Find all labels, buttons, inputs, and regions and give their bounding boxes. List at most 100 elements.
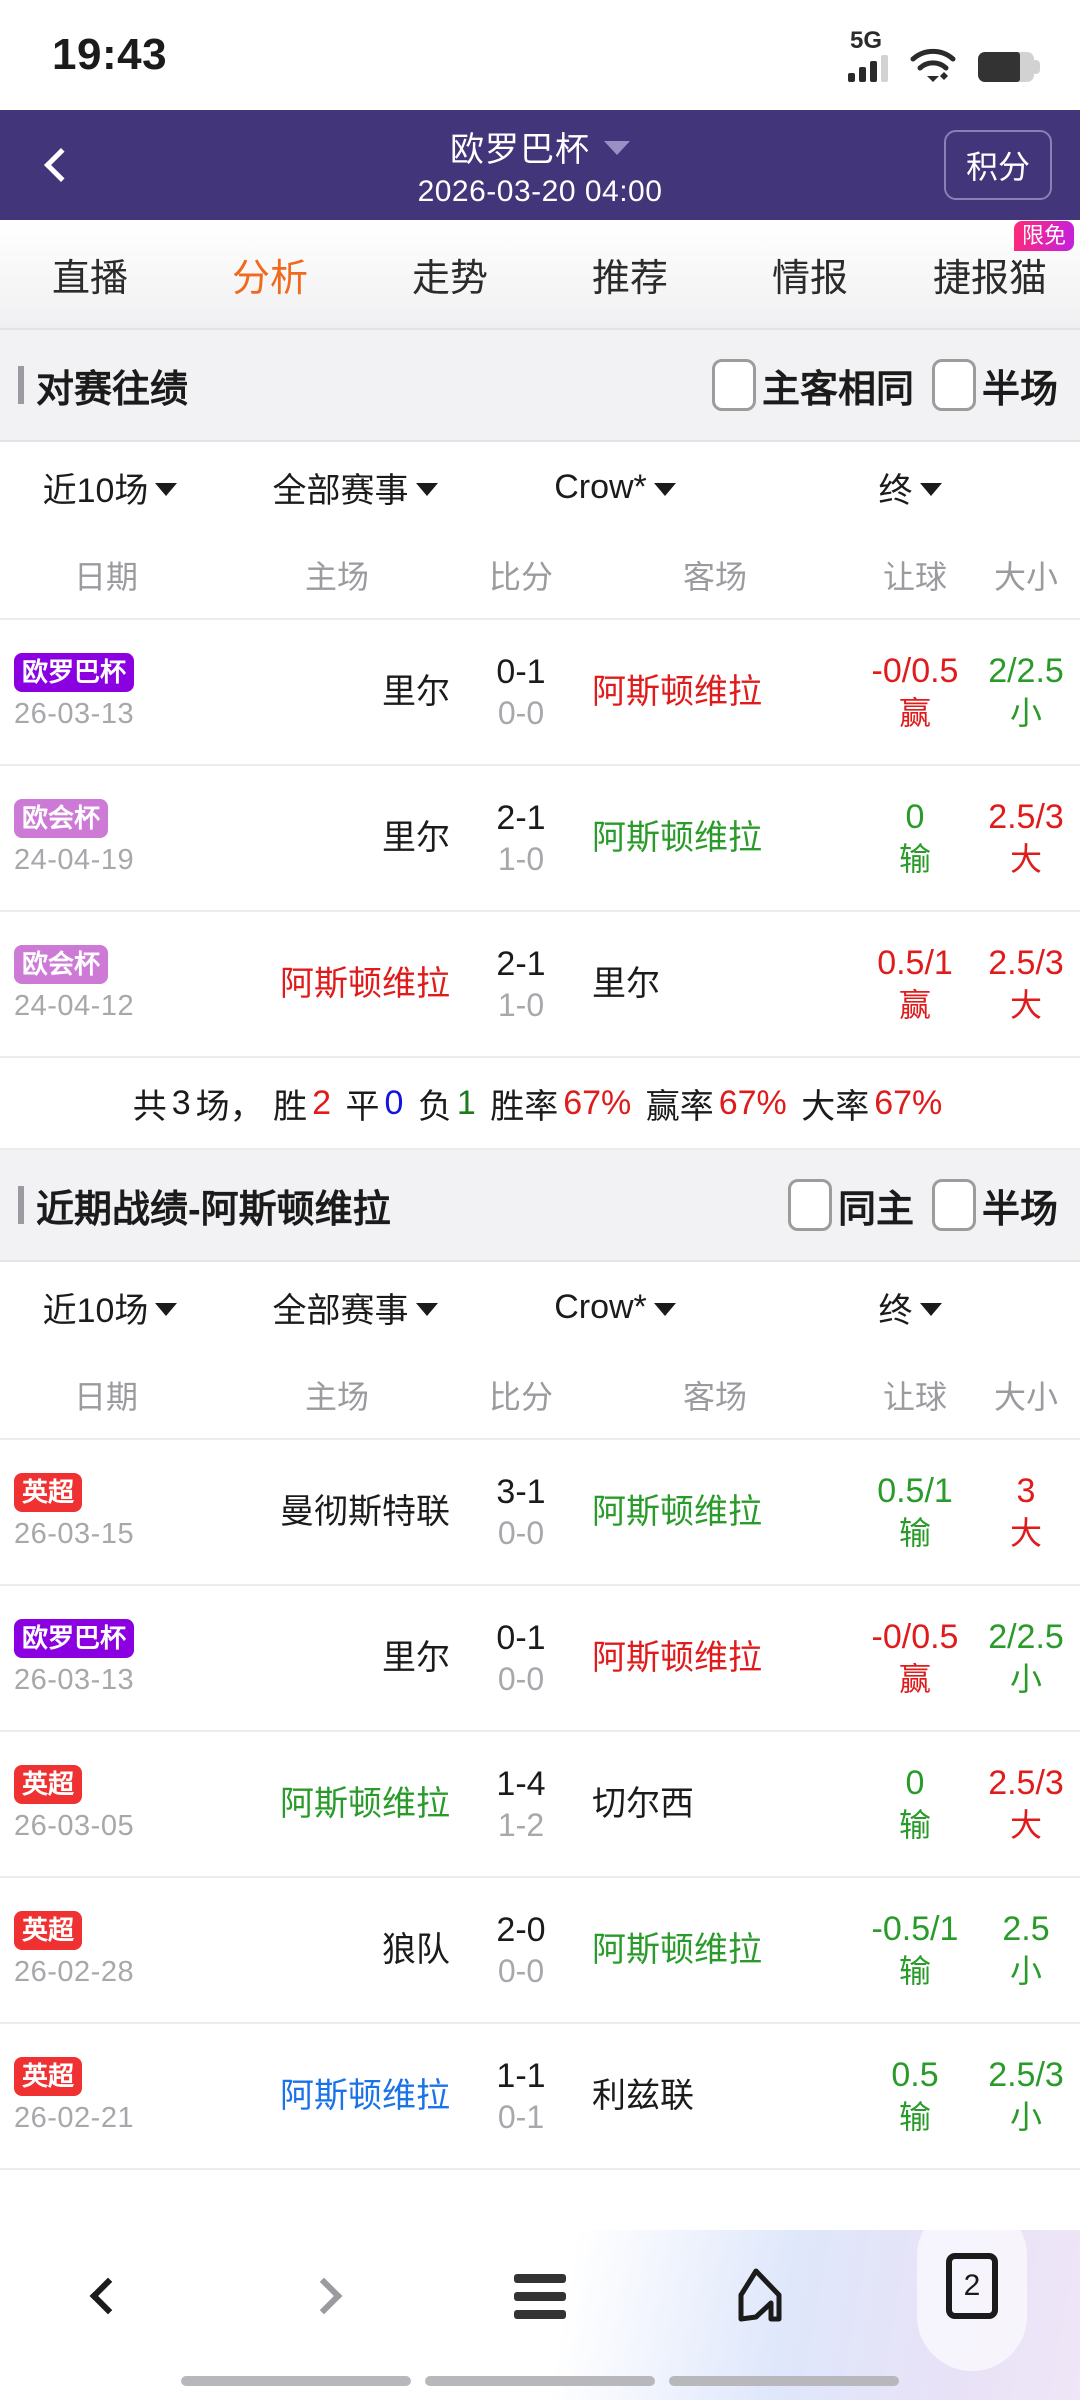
chevron-down-icon — [155, 483, 178, 496]
section-header-recent: 近期战绩-阿斯顿维拉 同主 半场 — [0, 1150, 1080, 1262]
cell-score: 1-4 1-2 — [462, 1763, 580, 1846]
header-title-row[interactable]: 欧罗巴杯 — [450, 122, 630, 171]
cell-overunder: 2.5/3 大 — [980, 941, 1080, 1027]
chevron-down-icon — [653, 483, 676, 496]
tab-live[interactable]: 直播 — [0, 247, 180, 302]
nav-home-button[interactable] — [648, 2259, 864, 2333]
league-badge: 英超 — [14, 2056, 83, 2097]
tab-bar: 直播 分析 走势 推荐 情报 捷报猫 限免 — [0, 220, 1080, 330]
table-row[interactable]: 欧罗巴杯 26-03-13 里尔 0-1 0-0 阿斯顿维拉 -0/0.5 赢 2/2.5 小 — [0, 620, 1080, 766]
summary-lose-label: 负 — [417, 1087, 452, 1126]
checkbox-halftime[interactable]: 半场 — [931, 358, 1058, 413]
table-row[interactable]: 英超 26-02-21 阿斯顿维拉 1-1 0-1 利兹联 0.5 输 2.5/3 小 — [0, 2024, 1080, 2170]
table-header-h2h: 日期 主场 比分 客场 让球 大小 — [0, 532, 1080, 620]
table-row[interactable]: 英超 26-02-28 狼队 2-0 0-0 阿斯顿维拉 -0.5/1 输 2.5 小 — [0, 1878, 1080, 2024]
cell-away-team: 切尔西 — [592, 1784, 694, 1823]
table-row[interactable]: 英超 26-03-05 阿斯顿维拉 1-4 1-2 切尔西 0 输 2.5/3 大 — [0, 1732, 1080, 1878]
cell-home-team: 狼队 — [382, 1930, 450, 1969]
menu-icon — [514, 2265, 566, 2328]
tab-jiebaomao[interactable]: 捷报猫 限免 — [900, 220, 1080, 302]
match-date: 24-04-19 — [14, 844, 135, 877]
checkbox-box[interactable] — [931, 359, 976, 411]
table-row[interactable]: 欧会杯 24-04-12 阿斯顿维拉 2-1 1-0 里尔 0.5/1 赢 2.5/3 大 — [0, 912, 1080, 1058]
cell-home-team: 阿斯顿维拉 — [280, 1784, 450, 1823]
handicap-line: 0 — [905, 798, 925, 837]
cell-date: 欧会杯 24-04-19 — [0, 798, 212, 878]
tab-label: 直播 — [51, 257, 128, 300]
tab-analysis[interactable]: 分析 — [180, 247, 360, 302]
summary-ourate-label: 大率 — [801, 1087, 870, 1126]
summary-total-unit: 场， — [195, 1087, 264, 1126]
cell-date: 欧会杯 24-04-12 — [0, 944, 212, 1024]
match-date: 24-04-12 — [14, 990, 135, 1023]
table-row[interactable]: 欧会杯 24-04-19 里尔 2-1 1-0 阿斯顿维拉 0 输 2.5/3 大 — [0, 766, 1080, 912]
cell-handicap: 0.5 输 — [850, 2053, 980, 2139]
tab-label: 推荐 — [591, 257, 668, 300]
table-row[interactable]: 英超 26-03-15 曼彻斯特联 3-1 0-0 阿斯顿维拉 0.5/1 输 3 大 — [0, 1440, 1080, 1586]
league-badge: 英超 — [14, 1910, 83, 1951]
handicap-result: 输 — [898, 2099, 931, 2136]
filter-match-count[interactable]: 近10场 — [0, 1283, 220, 1332]
back-icon — [89, 2277, 127, 2315]
filter-match-count[interactable]: 近10场 — [0, 463, 220, 512]
overunder-result: 大 — [1009, 841, 1042, 878]
league-badge: 欧会杯 — [14, 944, 109, 985]
nav-forward-button[interactable] — [216, 2277, 432, 2315]
browser-bottom-bar: 2 — [0, 2201, 1080, 2400]
checkbox-box[interactable] — [711, 359, 756, 411]
chevron-down-icon — [415, 1303, 438, 1316]
league-badge: 欧罗巴杯 — [14, 1618, 135, 1659]
score-half: 0-0 — [497, 695, 545, 732]
standings-button[interactable]: 积分 — [943, 130, 1052, 200]
cell-score: 2-0 0-0 — [462, 1909, 580, 1992]
handicap-result: 输 — [898, 1807, 931, 1844]
nav-menu-button[interactable] — [432, 2265, 648, 2328]
cell-date: 英超 26-02-28 — [0, 1910, 212, 1990]
filter-label: 全部赛事 — [272, 1291, 409, 1330]
section-title: 对赛往绩 — [36, 368, 189, 411]
filter-odds-stage[interactable]: 终 — [740, 463, 1080, 512]
handicap-line: 0.5/1 — [877, 1472, 953, 1511]
tab-intel[interactable]: 情报 — [720, 247, 900, 302]
match-date: 26-03-05 — [14, 1810, 135, 1843]
score-half: 1-0 — [497, 841, 545, 878]
table-body-recent: 英超 26-03-15 曼彻斯特联 3-1 0-0 阿斯顿维拉 0.5/1 输 3 大欧罗巴杯 26… — [0, 1440, 1080, 2170]
overunder-result: 小 — [1009, 2099, 1042, 2136]
filter-competition[interactable]: 全部赛事 — [220, 463, 490, 512]
filter-odds-stage[interactable]: 终 — [740, 1283, 1080, 1332]
cell-overunder: 2.5/3 小 — [980, 2053, 1080, 2139]
col-date: 日期 — [73, 1379, 138, 1415]
checkbox-halftime[interactable]: 半场 — [931, 1178, 1058, 1233]
nav-tabs-button[interactable]: 2 — [864, 2201, 1080, 2371]
col-handicap: 让球 — [882, 559, 947, 595]
score-half: 0-0 — [497, 1515, 545, 1552]
col-home: 主场 — [304, 559, 369, 595]
filter-competition[interactable]: 全部赛事 — [220, 1283, 490, 1332]
section-accent-bar — [18, 366, 24, 404]
table-body-h2h: 欧罗巴杯 26-03-13 里尔 0-1 0-0 阿斯顿维拉 -0/0.5 赢 2/2.5 小欧会… — [0, 620, 1080, 1058]
back-button[interactable] — [22, 130, 92, 200]
filter-bookmaker[interactable]: Crow* — [490, 468, 740, 507]
checkbox-same-home[interactable]: 同主 — [787, 1178, 914, 1233]
score-half: 0-1 — [497, 2099, 545, 2136]
section-options: 主客相同 半场 — [711, 358, 1058, 413]
tabs-pill[interactable]: 2 — [917, 2201, 1027, 2371]
tab-trend[interactable]: 走势 — [360, 247, 540, 302]
cell-overunder: 2/2.5 小 — [980, 1615, 1080, 1701]
checkbox-label: 半场 — [981, 1188, 1058, 1231]
table-row[interactable]: 欧罗巴杯 26-03-13 里尔 0-1 0-0 阿斯顿维拉 -0/0.5 赢 2/2.5 小 — [0, 1586, 1080, 1732]
league-badge: 欧会杯 — [14, 798, 109, 839]
col-score: 比分 — [488, 1379, 553, 1415]
overunder-result: 大 — [1009, 1807, 1042, 1844]
cell-score: 2-1 1-0 — [462, 797, 580, 880]
filter-bookmaker[interactable]: Crow* — [490, 1288, 740, 1327]
checkbox-box[interactable] — [931, 1179, 976, 1231]
cell-date: 英超 26-02-21 — [0, 2056, 212, 2136]
tab-recommend[interactable]: 推荐 — [540, 247, 720, 302]
section-title: 近期战绩-阿斯顿维拉 — [36, 1188, 391, 1231]
nav-back-button[interactable] — [0, 2277, 216, 2315]
checkbox-box[interactable] — [787, 1179, 832, 1231]
summary-win: 2 — [312, 1083, 331, 1122]
checkbox-same-home-away[interactable]: 主客相同 — [711, 358, 914, 413]
match-date: 26-03-13 — [14, 1664, 135, 1697]
